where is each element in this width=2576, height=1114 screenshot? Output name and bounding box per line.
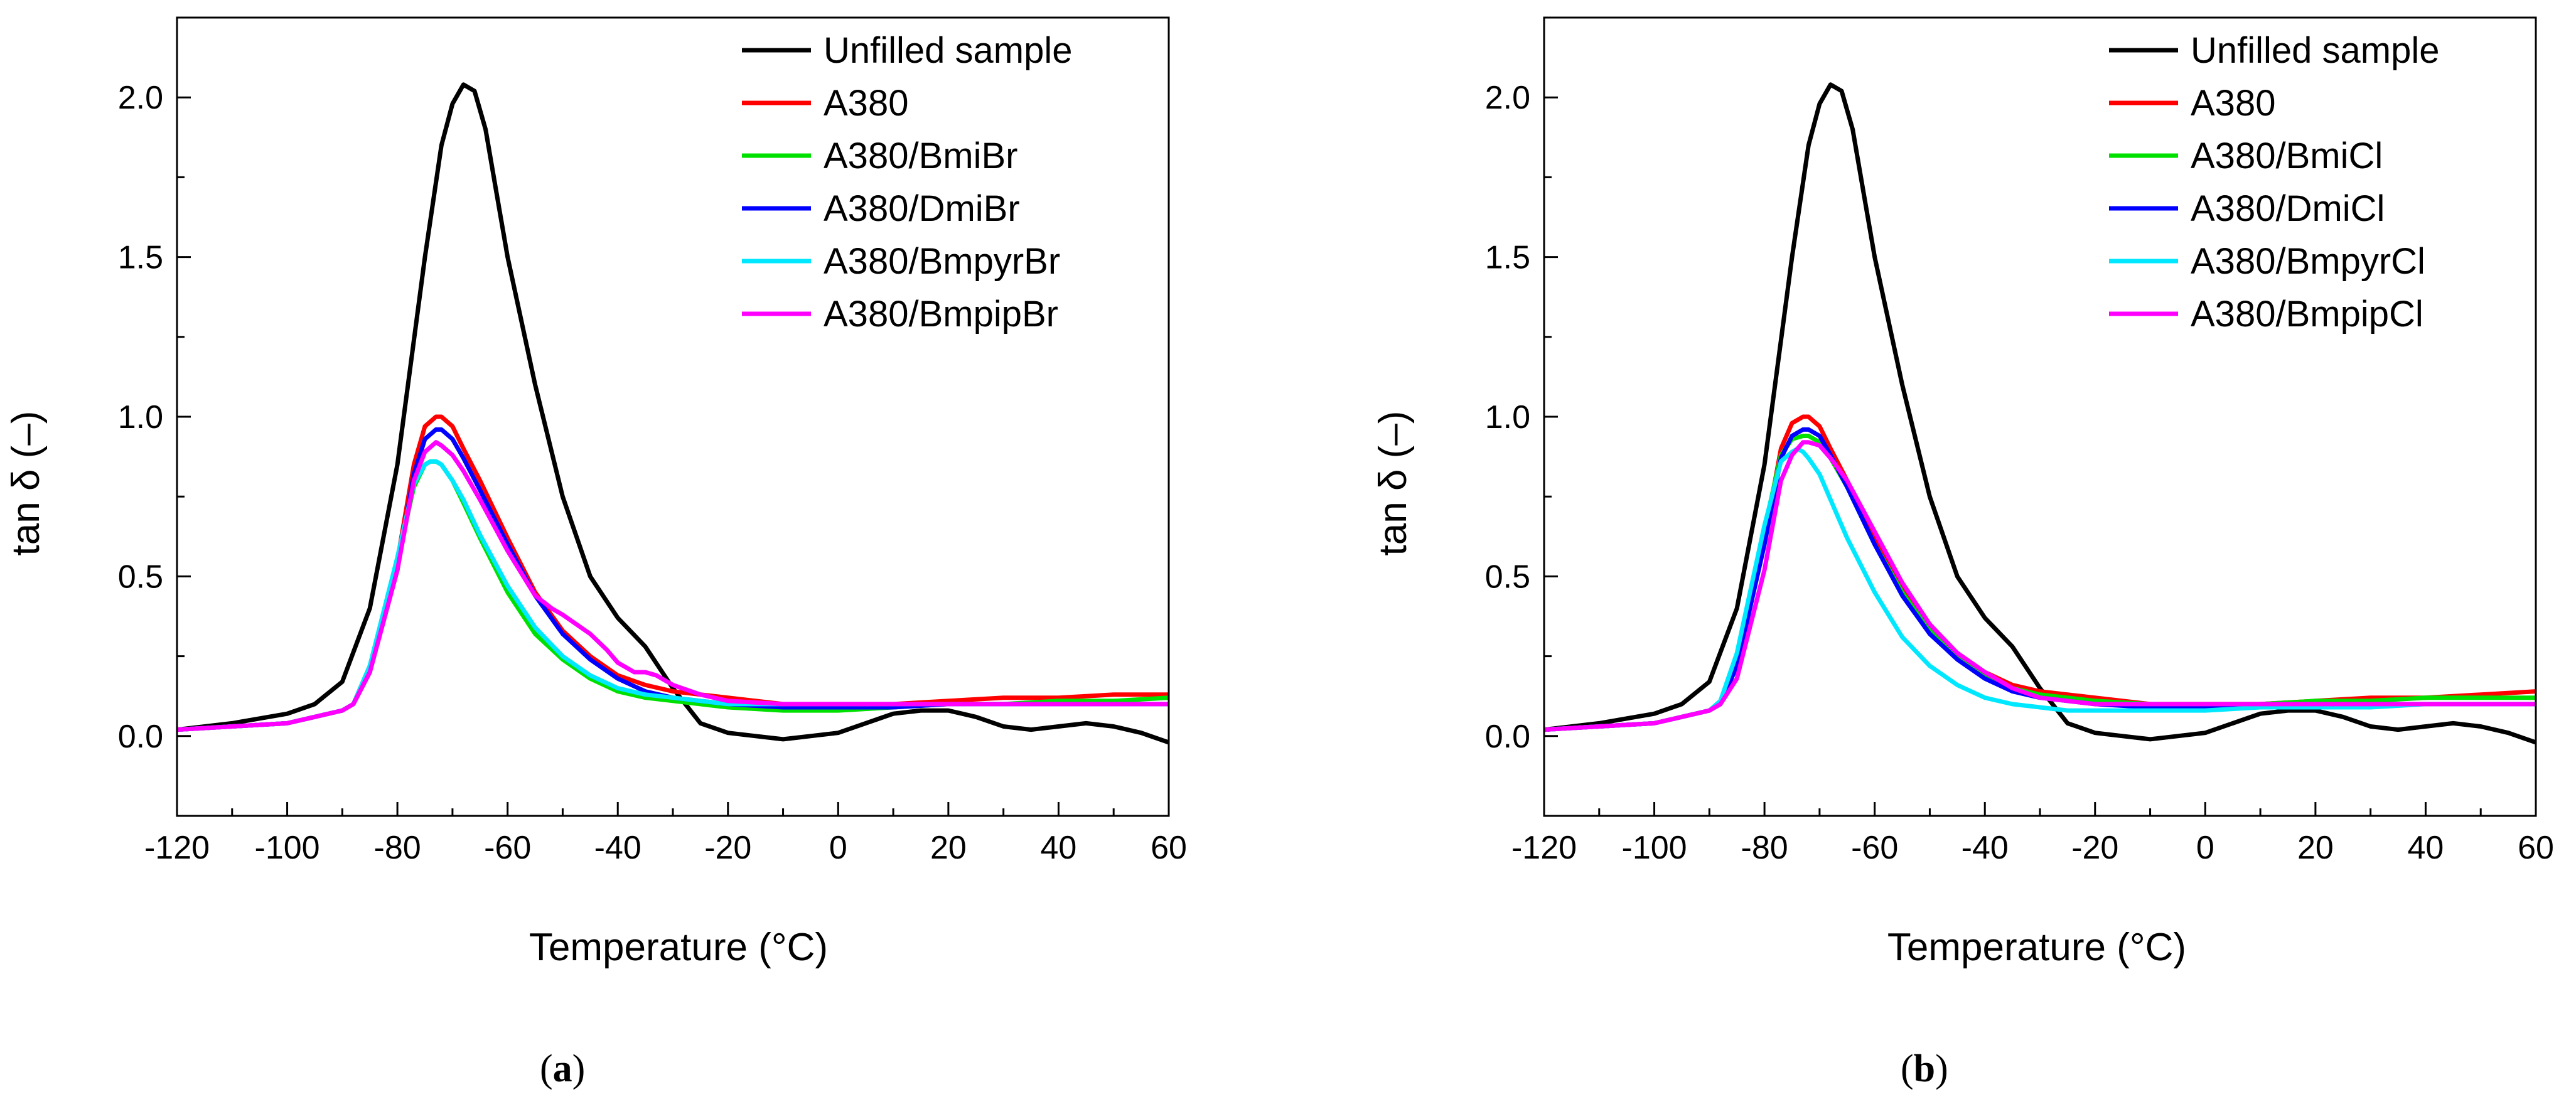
legend-label-4: A380/BmpyrBr: [824, 241, 1060, 282]
x-tick-label: 40: [2408, 830, 2444, 866]
y-axis-title: tan δ (–): [4, 411, 48, 556]
x-tick-label: -120: [1511, 830, 1577, 866]
legend: Unfilled sample A380 A380/BmiCl A380/DmiCl A…: [2109, 30, 2440, 335]
x-tick-label: 60: [1151, 830, 1187, 866]
y-tick-label: 0.5: [1485, 559, 1530, 595]
caption-letter: a: [552, 1047, 572, 1090]
x-tick-label: -60: [1851, 830, 1898, 866]
x-tick-label: 0: [829, 830, 847, 866]
x-tick-label: -20: [704, 830, 751, 866]
y-tick-label: 1.0: [1485, 399, 1530, 436]
x-tick-label: -80: [374, 830, 421, 866]
chart-panel-a: Temperature (°C) tan δ (–) -120 -100 -80 -6…: [4, 16, 1187, 969]
caption-a: (a): [540, 1047, 586, 1090]
y-tick-label: 2.0: [1485, 80, 1530, 116]
y-tick-label: 1.0: [118, 399, 163, 436]
legend-label-3: A380/DmiBr: [824, 188, 1020, 229]
legend-label-0: Unfilled sample: [824, 30, 1073, 71]
legend: Unfilled sample A380 A380/BmiBr A380/DmiBr A…: [742, 30, 1073, 335]
series-line-5: [177, 440, 1169, 732]
legend-label-0: Unfilled sample: [2191, 30, 2440, 71]
y-tick-label: 0.0: [118, 719, 163, 755]
y-tick-label: 2.0: [118, 80, 163, 116]
x-axis-title: Temperature (°C): [529, 926, 828, 969]
x-tick-label: 60: [2518, 830, 2554, 866]
x-tick-label: 20: [930, 830, 967, 866]
legend-label-4: A380/BmpyrCl: [2191, 241, 2425, 282]
legend-label-1: A380: [2191, 83, 2275, 124]
legend-label-2: A380/BmiCl: [2191, 136, 2383, 176]
y-tick-label: 0.5: [118, 559, 163, 595]
legend-label-2: A380/BmiBr: [824, 136, 1017, 176]
legend-label-5: A380/BmpipCl: [2191, 294, 2423, 335]
series-line-1: [1544, 414, 2536, 732]
x-axis-title: Temperature (°C): [1887, 926, 2186, 969]
caption-letter: b: [1913, 1047, 1936, 1090]
y-tick-label: 1.5: [118, 240, 163, 276]
y-tick-label: 0.0: [1485, 719, 1530, 755]
x-tick-label: -40: [594, 830, 641, 866]
x-tick-label: 0: [2196, 830, 2214, 866]
legend-label-1: A380: [824, 83, 908, 124]
y-axis-title: tan δ (–): [1371, 411, 1415, 556]
x-tick-label: 40: [1041, 830, 1077, 866]
series-line-0: [1544, 82, 2536, 745]
series-line-5: [1544, 440, 2536, 732]
x-tick-label: -120: [144, 830, 210, 866]
x-tick-label: -100: [255, 830, 320, 866]
legend-label-5: A380/BmpipBr: [824, 294, 1058, 335]
legend-label-3: A380/DmiCl: [2191, 188, 2385, 229]
x-tick-label: -100: [1622, 830, 1687, 866]
chart-panel-b: Temperature (°C) tan δ (–) -120 -100 -80 -6…: [1371, 16, 2554, 969]
x-tick-label: -80: [1741, 830, 1788, 866]
series-line-0: [177, 82, 1169, 745]
x-tick-label: -40: [1962, 830, 2009, 866]
series-line-4: [1544, 446, 2536, 732]
x-tick-label: -60: [484, 830, 531, 866]
x-tick-label: -20: [2071, 830, 2118, 866]
x-tick-label: 20: [2297, 830, 2334, 866]
y-tick-label: 1.5: [1485, 240, 1530, 276]
caption-b: (b): [1901, 1047, 1948, 1090]
